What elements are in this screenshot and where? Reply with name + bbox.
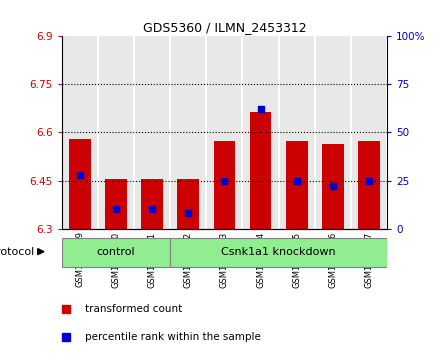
Bar bbox=[250, 112, 271, 229]
Text: Csnk1a1 knockdown: Csnk1a1 knockdown bbox=[221, 246, 336, 257]
Text: percentile rank within the sample: percentile rank within the sample bbox=[85, 333, 261, 342]
Bar bbox=[62, 237, 170, 267]
Text: transformed count: transformed count bbox=[85, 304, 183, 314]
Bar bbox=[213, 140, 235, 229]
Bar bbox=[286, 140, 308, 229]
Text: protocol: protocol bbox=[0, 246, 34, 257]
Title: GDS5360 / ILMN_2453312: GDS5360 / ILMN_2453312 bbox=[143, 21, 306, 34]
Bar bbox=[105, 179, 127, 229]
Bar bbox=[322, 144, 344, 229]
Bar bbox=[170, 237, 387, 267]
Text: control: control bbox=[96, 246, 135, 257]
Bar bbox=[358, 140, 380, 229]
Bar bbox=[69, 139, 91, 229]
Bar bbox=[141, 179, 163, 229]
Bar bbox=[177, 179, 199, 229]
